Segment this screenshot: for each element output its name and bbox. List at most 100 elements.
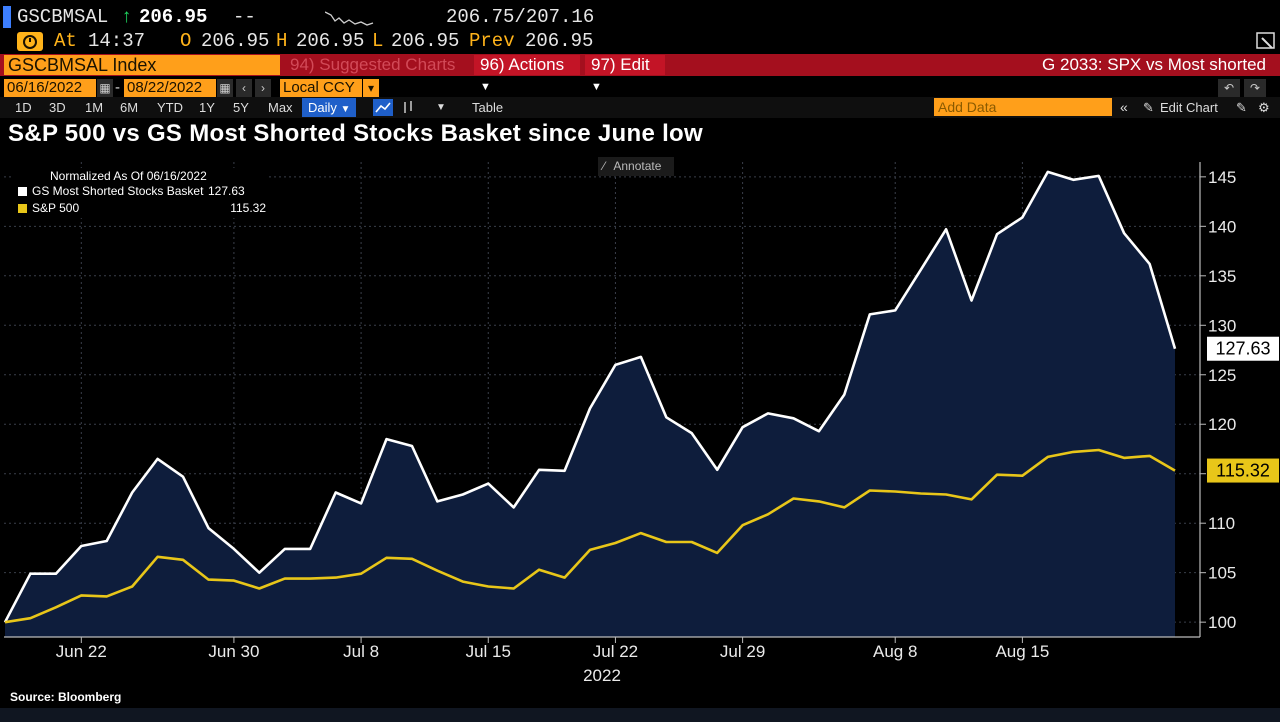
x-tick-label: Jul 8 (343, 642, 379, 661)
x-tick-label: Jun 30 (208, 642, 259, 661)
line-chart-icon[interactable] (373, 99, 393, 116)
period-6m[interactable]: 6M (120, 100, 139, 115)
legend-item-gs[interactable]: GS Most Shorted Stocks Basket (16, 184, 262, 199)
actions-label: 96) Actions (480, 55, 565, 74)
chevron-left-icon[interactable]: ‹ (236, 79, 252, 97)
x-tick-label: Aug 15 (995, 642, 1049, 661)
pencil-icon: ✎ (1143, 100, 1154, 115)
x-tick-label: Aug 8 (873, 642, 917, 661)
gs-last-value: 127.63 (1215, 339, 1270, 359)
caret-down-icon: ▼ (591, 81, 602, 93)
ticker-row: GSCBMSAL ↑ 206.95 -- 206.75/207.16 (0, 6, 1280, 28)
add-data-input[interactable]: Add Data (934, 98, 1112, 116)
gs-basket-line (3, 170, 1177, 623)
time-label: At (54, 30, 77, 52)
x-axis-ticks: Jun 22 Jun 30 Jul 8 Jul 15 Jul 22 Jul 29 Aug 8… (56, 637, 1049, 661)
legend-value: 127.63 (208, 184, 245, 198)
chevron-down-icon[interactable]: ▾ (363, 79, 379, 97)
period-1d[interactable]: 1D (15, 100, 32, 115)
edit-button[interactable]: 97) Edit ▼ (585, 55, 665, 93)
legend-swatch (18, 187, 27, 196)
source-note: Source: Bloomberg (10, 690, 122, 704)
y-tick-label: 140 (1208, 217, 1236, 236)
legend-normalized: Normalized As Of 06/16/2022 (50, 169, 207, 183)
sp500-last-value: 115.32 (1216, 461, 1270, 481)
sp500-line (4, 448, 1176, 624)
high-value: 206.95 (296, 30, 365, 52)
annotate-label: Annotate (613, 159, 662, 173)
caret-down-icon[interactable]: ▼ (436, 102, 446, 113)
y-tick-label: 145 (1208, 168, 1236, 187)
caret-down-icon: ▼ (480, 81, 491, 93)
collapse-icon[interactable]: « (1120, 99, 1128, 115)
legend-value: 115.32 (230, 201, 266, 215)
y-tick-label: 130 (1208, 316, 1236, 335)
gs-basket-area (5, 171, 1175, 637)
x-tick-label: Jul 29 (720, 642, 765, 661)
chart-title: S&P 500 vs GS Most Shorted Stocks Basket… (8, 120, 703, 147)
open-label: O (180, 30, 192, 52)
period-3d[interactable]: 3D (49, 100, 66, 115)
suggested-charts-button[interactable]: 94) Suggested Charts (284, 55, 470, 75)
period-ytd[interactable]: YTD (157, 100, 183, 115)
caret-down-icon: ▼ (340, 104, 351, 115)
table-button[interactable]: Table (472, 100, 504, 115)
low-label: L (372, 30, 384, 52)
start-date-field[interactable]: 06/16/2022 (4, 79, 96, 97)
frequency-label: Daily (308, 100, 337, 115)
actions-button[interactable]: 96) Actions ▼ (474, 55, 580, 93)
open-value: 206.95 (201, 30, 270, 52)
redo-icon[interactable]: ↷ (1244, 79, 1266, 97)
edit-label: 97) Edit (591, 55, 650, 74)
bar-style-icon[interactable] (400, 99, 416, 116)
prev-label: Prev (469, 30, 515, 52)
x-tick-label: Jun 22 (56, 642, 107, 661)
y-tick-label: 100 (1208, 613, 1236, 632)
currency-select[interactable]: Local CCY (280, 79, 362, 97)
high-label: H (276, 30, 288, 52)
calendar-icon[interactable]: ▦ (217, 79, 233, 97)
period-max[interactable]: Max (268, 100, 293, 115)
frequency-select[interactable]: Daily ▼ (302, 98, 357, 117)
end-date-field[interactable]: 08/22/2022 (124, 79, 216, 97)
sp500-last-value-tag: 115.32 (1207, 458, 1279, 483)
period-1y[interactable]: 1Y (199, 100, 215, 115)
legend-name: GS Most Shorted Stocks Basket (32, 184, 204, 198)
sparkline-icon (325, 11, 374, 26)
period-1m[interactable]: 1M (85, 100, 104, 115)
chevron-right-icon[interactable]: › (255, 79, 271, 97)
date-separator: - (115, 79, 120, 96)
quote-row: At 14:37 O 206.95 H 206.95 L 206.95 Prev… (0, 30, 1280, 52)
quote-time: 14:37 (88, 30, 146, 52)
legend-item-spx[interactable]: S&P 500 115.32 (16, 201, 266, 216)
edit-chart-button[interactable]: Edit Chart (1160, 100, 1218, 115)
legend-name: S&P 500 (32, 201, 80, 215)
x-axis-label: 2022 (583, 666, 621, 685)
annotate-button[interactable]: ⁄ Annotate (598, 157, 674, 176)
period-5y[interactable]: 5Y (233, 100, 249, 115)
y-tick-label: 125 (1208, 366, 1236, 385)
y-axis-ticks: 100105110115120125130135140145 (1200, 168, 1236, 632)
ticker-marker (3, 6, 11, 28)
net-change: -- (233, 6, 256, 28)
edit-icon[interactable]: ✎ (1236, 100, 1247, 115)
x-tick-label: Jul 15 (466, 642, 511, 661)
legend: Normalized As Of 06/16/2022 GS Most Shor… (12, 168, 266, 218)
security-field[interactable]: GSCBMSAL Index (4, 55, 280, 75)
undo-icon[interactable]: ↶ (1218, 79, 1240, 97)
popout-icon[interactable] (1256, 32, 1276, 50)
low-value: 206.95 (391, 30, 460, 52)
prev-value: 206.95 (525, 30, 594, 52)
calendar-icon[interactable]: ▦ (97, 79, 113, 97)
ticker-symbol[interactable]: GSCBMSAL (17, 6, 109, 28)
x-tick-label: Jul 22 (593, 642, 638, 661)
pencil-icon: ⁄ (603, 159, 606, 173)
gear-icon[interactable]: ⚙ (1258, 100, 1270, 115)
y-tick-label: 135 (1208, 267, 1236, 286)
last-price: 206.95 (139, 6, 208, 28)
clock-icon (17, 32, 43, 51)
up-arrow-icon: ↑ (121, 6, 133, 28)
gs-last-value-tag: 127.63 (1207, 336, 1279, 361)
bottom-band (0, 708, 1280, 722)
